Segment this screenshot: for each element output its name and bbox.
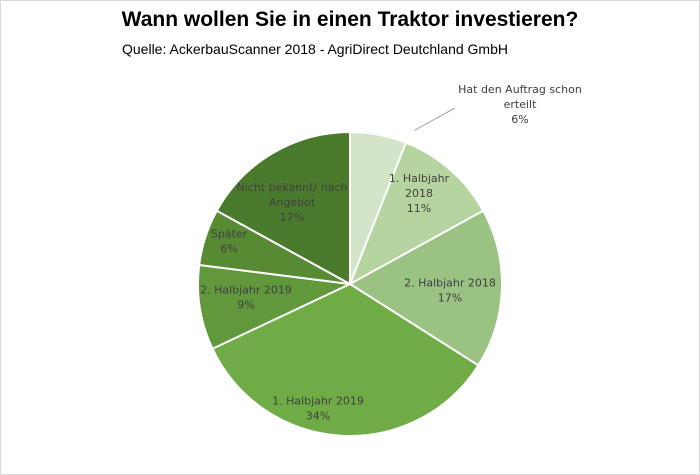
chart-title: Wann wollen Sie in einen Traktor investi…: [121, 8, 579, 31]
pie-slice-5: [197, 263, 354, 351]
chart-subtitle: Quelle: AckerbauScanner 2018 - AgriDirec…: [122, 41, 508, 57]
slice-label-7: Nicht bekannt/ nach Angebot 17%: [237, 181, 348, 224]
pie-slice-4: [211, 282, 480, 438]
slice-label-1: Hat den Auftrag schon erteilt 6%: [458, 83, 582, 126]
slice-label-5: 2. Halbjahr 2019 9%: [200, 284, 292, 312]
slice-label-6: Später 6%: [211, 228, 248, 256]
slice-label-2: 1. Halbjahr 2018 11%: [389, 172, 450, 215]
pie-slice-3: [348, 209, 503, 367]
slice-labels: Hat den Auftrag schon erteilt 6% 1. Halbjah…: [200, 83, 582, 423]
pie-slice-2: [348, 141, 485, 287]
pie-slices: [197, 130, 503, 438]
slice-label-4: 1. Halbjahr 2019 34%: [272, 395, 364, 423]
pie-slice-7: [215, 130, 351, 286]
slice-label-3: 2. Halbjahr 2018 17%: [404, 277, 496, 305]
leader-line: [414, 107, 456, 131]
leader-lines: [414, 107, 456, 131]
